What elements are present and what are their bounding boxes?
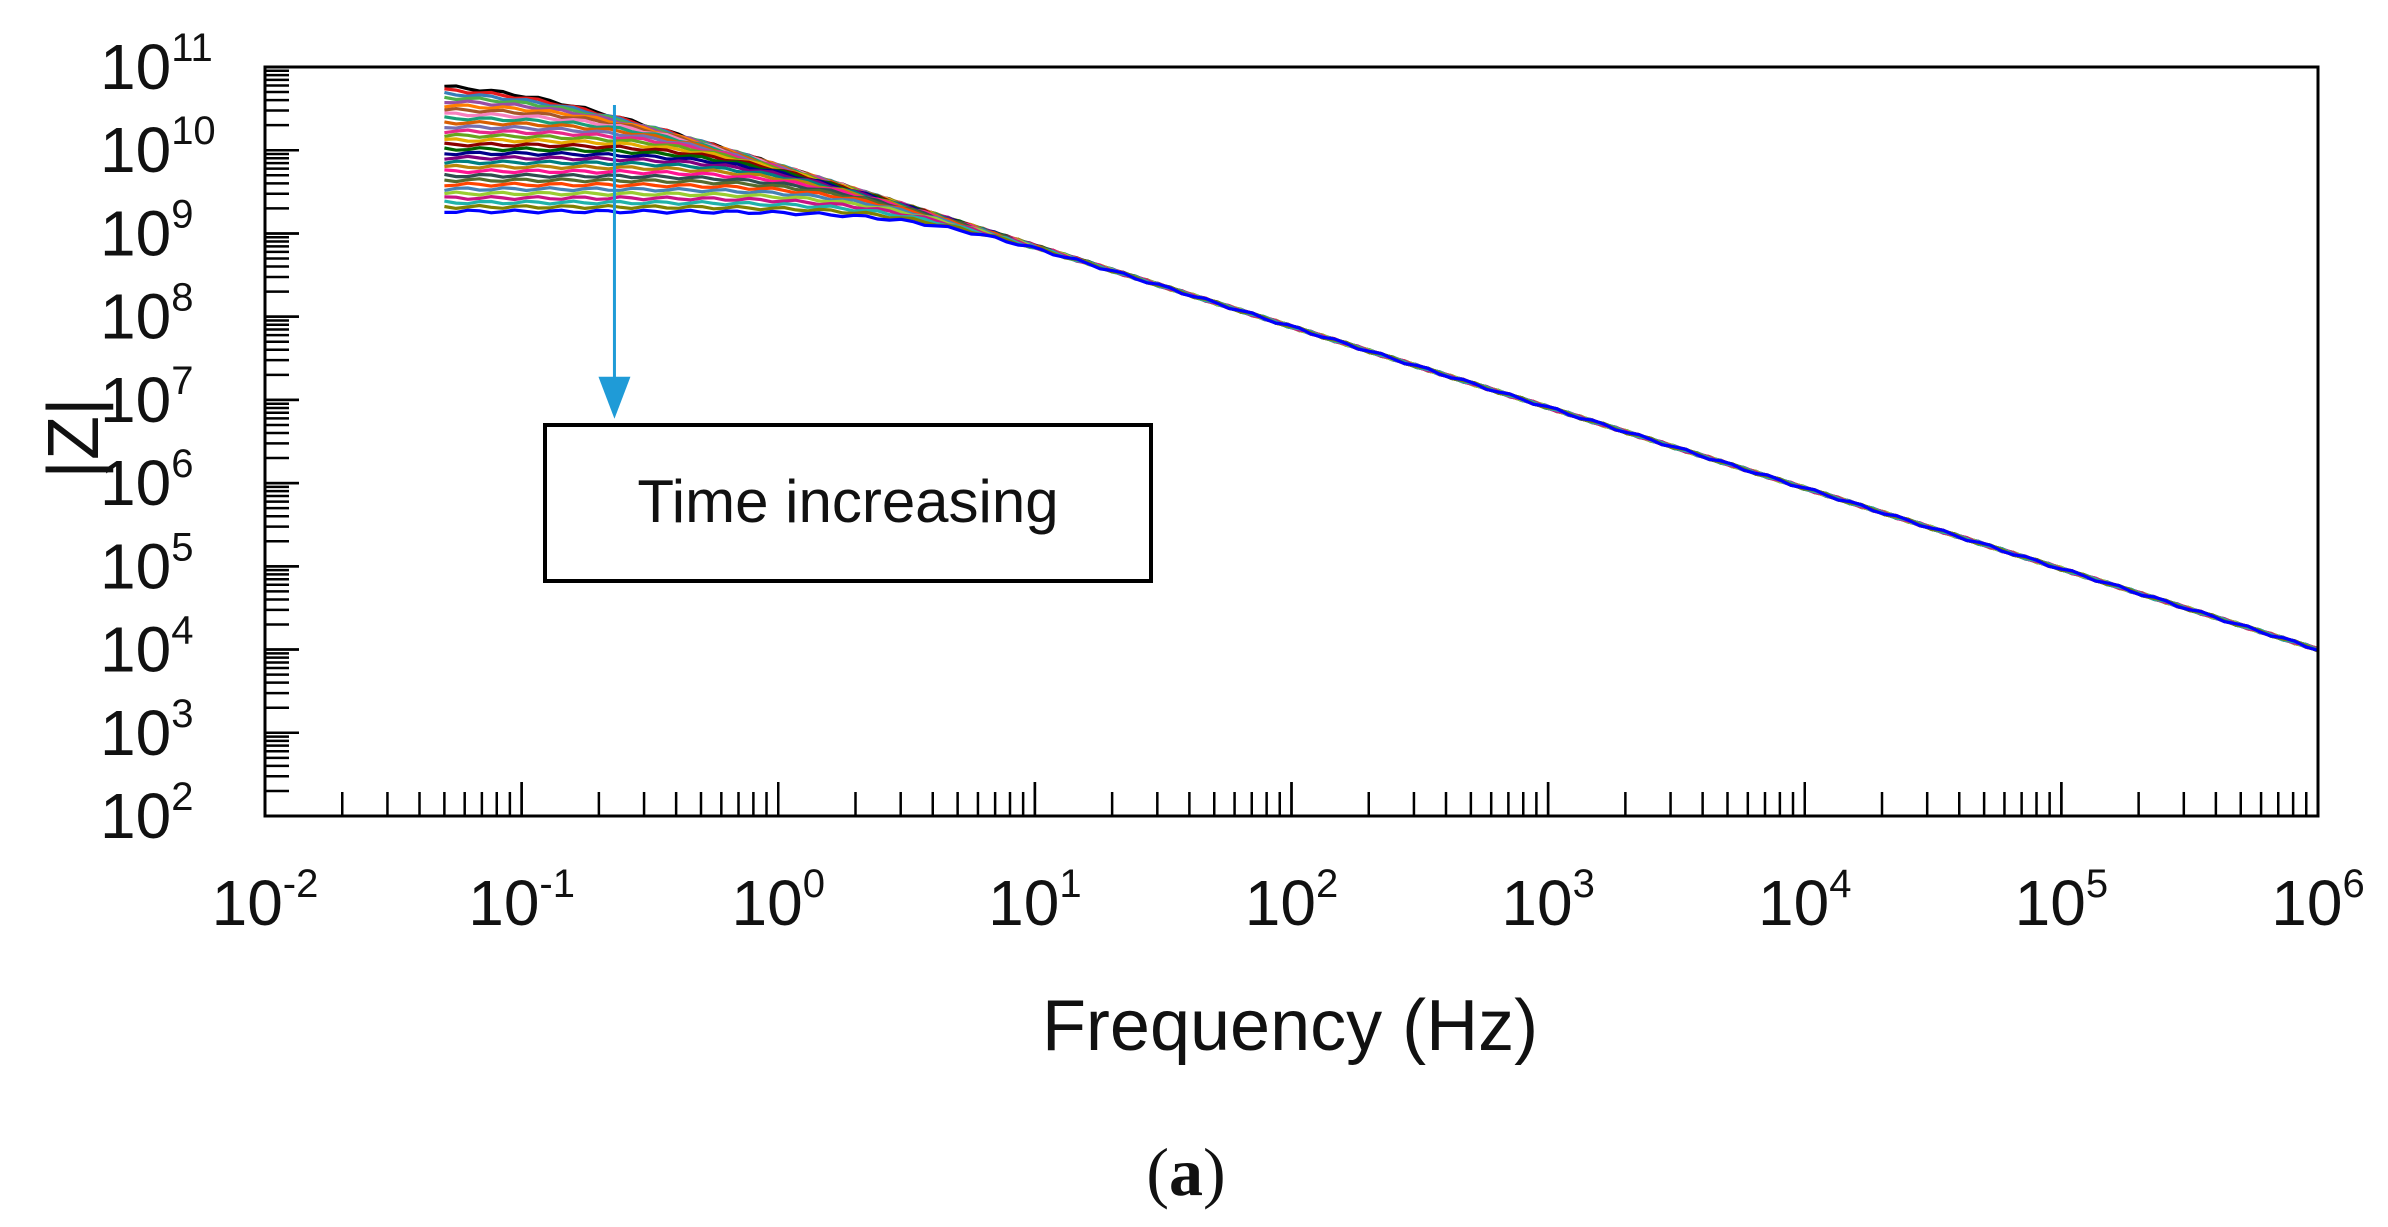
y-tick-label-base: 10: [100, 281, 171, 353]
x-tick-label-base: 10: [1501, 867, 1572, 939]
annotation: Time increasing: [543, 104, 1153, 583]
annotation-arrowhead: [598, 376, 631, 419]
y-tick-label: 103: [100, 692, 193, 769]
x-tick-label-base: 10: [468, 867, 539, 939]
x-tick-label: 100: [732, 862, 825, 939]
x-tick-label-exponent: 5: [2086, 862, 2108, 906]
x-axis-tick-labels: 10-2 10-1 100 101 102 103 104 105 106: [212, 862, 2365, 939]
x-tick-label-exponent: 1: [1059, 862, 1081, 906]
y-tick-label-base: 10: [100, 364, 171, 436]
y-tick-label-base: 10: [100, 614, 171, 686]
y-tick-label-exponent: 8: [171, 276, 193, 320]
x-tick-label-exponent: 0: [803, 862, 825, 906]
y-tick-label: 109: [100, 192, 193, 269]
annotation-text: Time increasing: [637, 468, 1058, 535]
series-group: [444, 84, 2319, 653]
y-tick-label-exponent: 5: [171, 525, 193, 569]
y-tick-label-exponent: 2: [171, 775, 193, 819]
series-line: [444, 208, 2319, 652]
x-tick-label-exponent: 4: [1829, 862, 1851, 906]
x-tick-label: 104: [1758, 862, 1851, 939]
y-tick-label: 105: [100, 525, 193, 602]
y-axis-label: |Z|: [34, 397, 114, 478]
x-tick-label-base: 10: [988, 867, 1059, 939]
x-tick-label: 102: [1245, 862, 1338, 939]
figure-caption: (a): [1146, 1134, 1225, 1210]
x-tick-label: 10-2: [212, 862, 319, 939]
x-tick-label-base: 10: [1245, 867, 1316, 939]
y-tick-label-base: 10: [100, 31, 171, 103]
x-tick-label-exponent: 3: [1573, 862, 1595, 906]
x-tick-label: 106: [2271, 862, 2364, 939]
x-axis-label: Frequency (Hz): [1042, 986, 1538, 1066]
y-tick-label: 107: [100, 359, 193, 436]
y-tick-label-exponent: 9: [171, 192, 193, 236]
x-tick-label-base: 10: [2271, 867, 2342, 939]
y-tick-label: 1010: [100, 109, 216, 186]
x-tick-label-base: 10: [1758, 867, 1829, 939]
caption-letter: a: [1169, 1134, 1203, 1210]
y-tick-label: 104: [100, 609, 193, 686]
caption-close-paren: ): [1203, 1134, 1226, 1210]
annotation-box: [543, 423, 1153, 583]
y-tick-label-base: 10: [100, 697, 171, 769]
y-tick-label-exponent: 11: [171, 26, 213, 70]
y-tick-label-exponent: 7: [171, 359, 193, 403]
y-tick-label-base: 10: [100, 197, 171, 269]
x-tick-label-base: 10: [732, 867, 803, 939]
y-tick-label-exponent: 3: [171, 692, 193, 736]
x-tick-label-base: 10: [2015, 867, 2086, 939]
y-tick-label: 108: [100, 276, 193, 353]
y-tick-label-exponent: 10: [171, 109, 216, 153]
x-tick-label: 101: [988, 862, 1081, 939]
x-tick-label: 105: [2015, 862, 2108, 939]
y-tick-label-exponent: 6: [171, 442, 193, 486]
y-tick-label-base: 10: [100, 447, 171, 519]
x-tick-label-exponent: 2: [1316, 862, 1338, 906]
y-tick-label: 1011: [100, 26, 213, 103]
y-tick-label-base: 10: [100, 780, 171, 852]
y-tick-label: 102: [100, 775, 193, 852]
y-tick-label-exponent: 4: [171, 609, 193, 653]
y-tick-label-base: 10: [100, 114, 171, 186]
x-tick-label-exponent: 6: [2342, 862, 2364, 906]
x-axis-ticks: [263, 782, 2320, 816]
y-tick-label-base: 10: [100, 530, 171, 602]
x-tick-label: 103: [1501, 862, 1594, 939]
x-tick-label-exponent: -2: [283, 862, 319, 906]
y-tick-label: 106: [100, 442, 193, 519]
x-tick-label: 10-1: [468, 862, 575, 939]
x-tick-label-base: 10: [212, 867, 283, 939]
caption-open-paren: (: [1146, 1134, 1169, 1210]
y-axis-ticks: [265, 65, 299, 818]
x-tick-label-exponent: -1: [539, 862, 575, 906]
